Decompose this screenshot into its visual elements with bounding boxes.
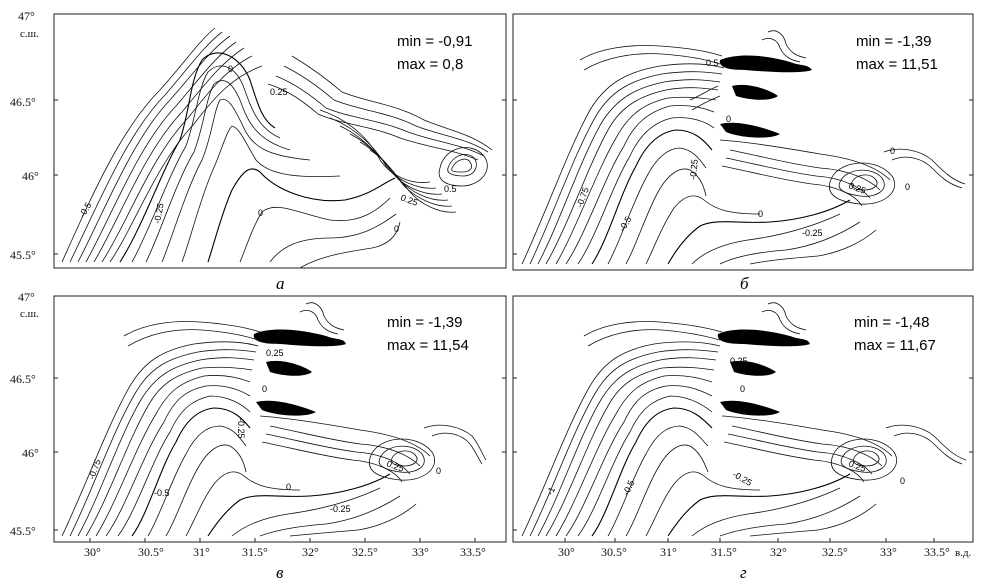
lon-32-label-r: 32°	[770, 545, 787, 559]
panel-g-min-text: min = -1,48	[854, 314, 929, 331]
panel-a-letter: а	[276, 274, 285, 293]
panel-g-frame	[512, 295, 974, 543]
contour-label: -0.25	[236, 418, 246, 439]
panel-v-blots	[253, 329, 346, 416]
lat-47-label-bottom: 47°	[18, 290, 35, 304]
panel-b-blots	[719, 55, 812, 138]
contour-label: 0.25	[847, 180, 867, 195]
lon-30-5-label: 30.5°	[138, 545, 164, 559]
panel-v-isolines	[61, 302, 487, 537]
contour-label: 0.5	[444, 184, 457, 194]
panel-b-ticks	[513, 99, 973, 255]
contour-label: 0	[905, 182, 910, 192]
lon-33-label-r: 33°	[880, 545, 897, 559]
contour-label: 0	[900, 476, 905, 486]
lon-32-5-label: 32.5°	[352, 545, 378, 559]
contour-label: 0.25	[270, 87, 288, 97]
lon-32-5-label-r: 32.5°	[822, 545, 848, 559]
contour-label: -0.5	[77, 201, 93, 219]
panel-a-contour-labels: 0 0.25 -0.5 -0.25 0 0.25 0.5 0	[77, 64, 456, 234]
contour-label: -0.5	[617, 215, 633, 233]
panel-g-isolines	[521, 302, 967, 537]
panel-b-isolines	[521, 30, 966, 265]
lat-45-5-label-bottom: 45.5°	[10, 524, 36, 538]
lat-45-5-label-top: 45.5°	[10, 248, 36, 262]
contour-label: 0	[890, 146, 895, 156]
contour-label: 0	[740, 384, 745, 394]
lon-30-label: 30°	[84, 545, 101, 559]
contour-label: -0.25	[688, 159, 700, 180]
lon-30-5-label-r: 30.5°	[601, 545, 627, 559]
contour-label: 0.25	[399, 192, 419, 207]
contour-label: 0	[258, 208, 263, 218]
lat-46-label-bottom: 46°	[22, 446, 39, 460]
panel-b-frame	[512, 13, 974, 271]
lon-32-label: 32°	[302, 545, 319, 559]
panel-g-ticks	[513, 377, 973, 542]
lon-33-5-label: 33.5°	[460, 545, 486, 559]
lat-unit-label-bottom: с.ш.	[20, 308, 39, 320]
panel-v-contour-labels: 0.25 -0.25 -0.75 -0.5 0 0.25 -0.25 0 0	[86, 348, 441, 514]
contour-label: 0	[726, 114, 731, 124]
panel-b-letter: б	[740, 274, 749, 293]
lon-31-5-label: 31.5°	[242, 545, 268, 559]
panel-a-isolines	[61, 27, 493, 269]
lon-33-label: 33°	[412, 545, 429, 559]
panel-v-max-text: max = 11,54	[387, 337, 469, 354]
contour-label: 0	[436, 466, 441, 476]
lat-46-5-label-bottom: 46.5°	[10, 372, 36, 386]
lon-31-5-label-r: 31.5°	[711, 545, 737, 559]
contour-label: 0	[758, 209, 763, 219]
lat-46-label-top: 46°	[22, 169, 39, 183]
lon-33-5-label-r: 33.5°	[924, 545, 950, 559]
contour-label: 0.25	[730, 356, 748, 366]
contour-label: 0	[286, 482, 291, 492]
panel-g-letter: г	[740, 563, 747, 580]
lon-31-label-r: 31°	[660, 545, 677, 559]
contour-label: -0.5	[621, 479, 637, 497]
lon-31-label: 31°	[193, 545, 210, 559]
panel-b: 0.5 0.25 -0.25 -0.75 -0.5 0 0.25 0 -0.25…	[512, 13, 974, 271]
panel-v-min-text: min = -1,39	[387, 314, 462, 331]
lon-30-label-r: 30°	[558, 545, 575, 559]
panel-g: -1 -0.5 -0.25 0.25 0 0.25 0 min = -1,48 …	[512, 295, 974, 543]
contour-label: -0.25	[802, 228, 823, 238]
contour-label: -0.75	[86, 458, 102, 481]
contour-label: 0	[262, 384, 267, 394]
panel-b-max-text: max = 11,51	[856, 56, 938, 73]
contour-label: -0.75	[574, 186, 590, 209]
panel-a: 0 0.25 -0.5 -0.25 0 0.25 0.5 0 min = -0,…	[53, 13, 507, 269]
lat-47-label-top: 47°	[18, 9, 35, 23]
panel-v-letter: в	[276, 563, 284, 580]
contour-label: 0	[394, 224, 399, 234]
panel-a-min-text: min = -0,91	[397, 33, 472, 50]
panel-v: 0.25 -0.25 -0.75 -0.5 0 0.25 -0.25 0 0 m…	[53, 295, 507, 543]
contour-label: -0.25	[152, 202, 165, 224]
panel-a-frame	[53, 13, 507, 269]
contour-label: 0	[228, 64, 233, 74]
contour-label: 0.5	[706, 58, 719, 68]
contour-label: 0.25	[266, 348, 284, 358]
lon-unit-label: в.д.	[955, 547, 972, 559]
lat-unit-label-top: с.ш.	[20, 28, 39, 40]
panel-b-min-text: min = -1,39	[856, 33, 931, 50]
panel-a-max-text: max = 0,8	[397, 56, 463, 73]
lat-46-5-label-top: 46.5°	[10, 95, 36, 109]
contour-label: -1	[545, 485, 557, 496]
contour-label: 0.25	[735, 87, 753, 97]
panel-g-blots	[717, 329, 810, 416]
panel-g-contour-labels: -1 -0.5 -0.25 0.25 0 0.25 0	[545, 356, 905, 497]
panel-v-frame	[53, 295, 507, 543]
contour-label: -0.25	[330, 504, 351, 514]
contour-label: -0.25	[731, 469, 754, 488]
panel-v-ticks	[54, 377, 506, 542]
panel-g-max-text: max = 11,67	[854, 337, 936, 354]
contour-label: -0.5	[154, 488, 170, 498]
panel-a-ticks	[54, 99, 506, 255]
